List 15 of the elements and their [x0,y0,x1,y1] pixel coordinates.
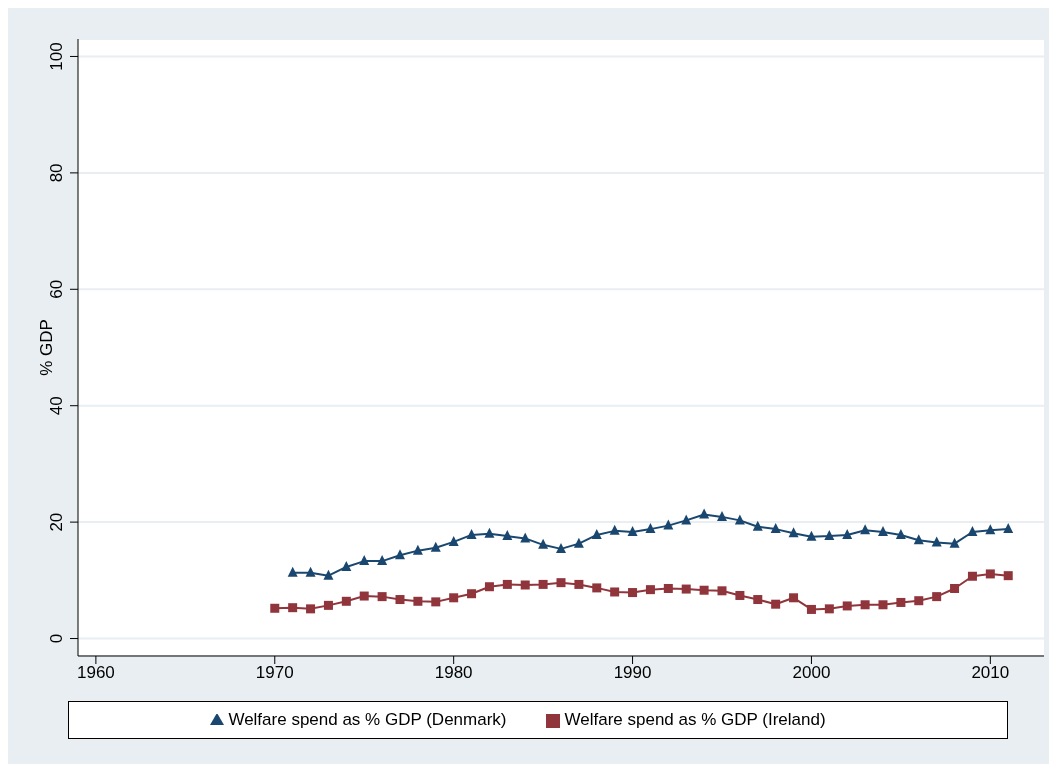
x-tick-label: 2000 [792,663,831,683]
y-tick-label: 40 [47,396,66,416]
y-tick-label: 100 [47,42,66,71]
x-tick-label: 2010 [971,663,1010,683]
y-tick-label: 20 [47,512,66,532]
y-tick-label: 60 [47,279,66,299]
y-tick-label: 80 [47,163,66,183]
legend-label: Welfare spend as % GDP (Denmark) [228,710,507,729]
x-tick-label: 1960 [76,663,115,683]
y-tick-label: 0 [47,633,66,644]
x-tick-label: 1970 [255,663,294,683]
x-tick-label: 1980 [434,663,473,683]
y-axis-title: % GDP [37,319,57,376]
legend-label: Welfare spend as % GDP (Ireland) [564,710,826,729]
x-tick-label: 1990 [613,663,652,683]
